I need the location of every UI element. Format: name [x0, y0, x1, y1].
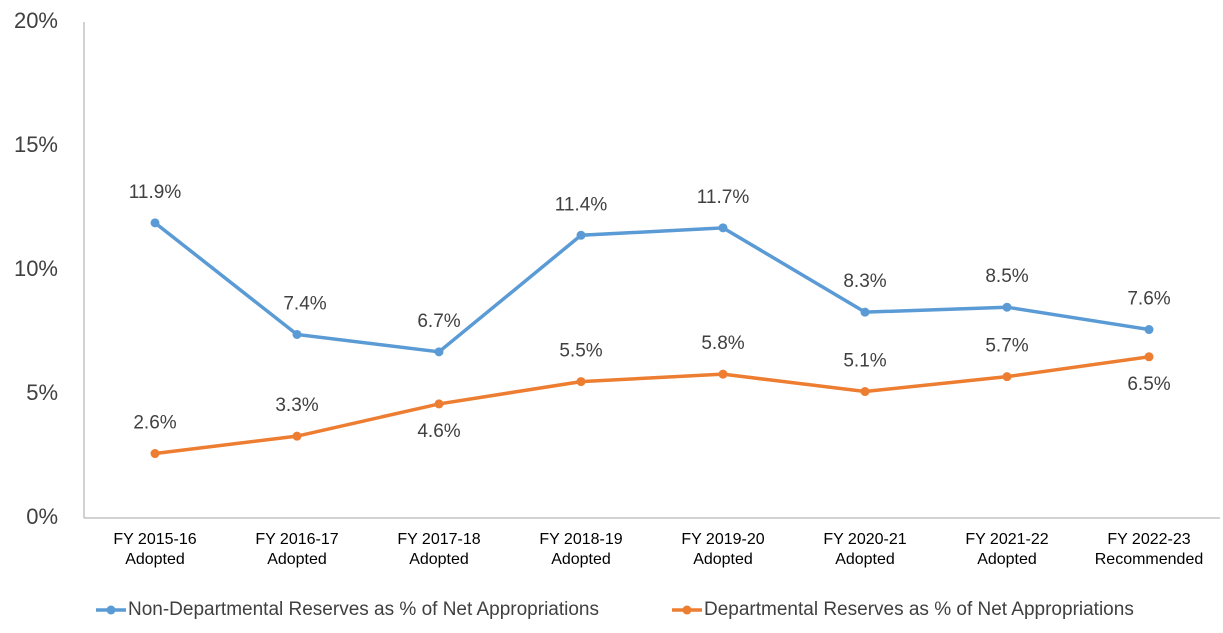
- point: [292, 431, 302, 441]
- point: [1144, 325, 1154, 335]
- line: [153, 221, 1150, 354]
- y-tick-label: 0%: [26, 504, 58, 529]
- point: [718, 369, 728, 379]
- point: [718, 223, 728, 233]
- legend-marker: [682, 605, 692, 615]
- data-label: 11.7%: [697, 187, 750, 208]
- data-label: 5.7%: [985, 336, 1028, 357]
- data-label: 3.3%: [275, 395, 318, 416]
- x-tick-label: FY 2017-18 Adopted: [397, 531, 481, 568]
- point: [1144, 352, 1154, 362]
- point: [150, 449, 160, 459]
- data-label: 5.5%: [559, 341, 602, 362]
- data-label: 7.6%: [1127, 289, 1170, 310]
- data-label: 7.4%: [283, 293, 326, 314]
- point: [576, 377, 586, 387]
- point: [150, 218, 160, 228]
- x-tick-label: FY 2018-19 Adopted: [539, 531, 623, 568]
- point: [1002, 372, 1012, 382]
- x-tick-label: FY 2021-22 Adopted: [965, 531, 1049, 568]
- data-label: 2.6%: [133, 413, 176, 434]
- x-tick-label: FY 2015-16 Adopted: [113, 531, 197, 568]
- legend-label: Non-Departmental Reserves as % of Net Ap…: [128, 599, 599, 620]
- point: [1002, 302, 1012, 312]
- line: [154, 355, 1150, 456]
- data-label: 4.6%: [417, 421, 460, 442]
- y-tick-label: 5%: [26, 380, 58, 405]
- point: [860, 307, 870, 317]
- data-label: 5.8%: [701, 333, 744, 354]
- data-label: 11.4%: [555, 194, 608, 215]
- data-label: 5.1%: [843, 351, 886, 372]
- x-tick-label: FY 2016-17 Adopted: [255, 531, 339, 568]
- y-tick-label: 20%: [14, 8, 58, 33]
- point: [860, 387, 870, 397]
- point: [434, 399, 444, 409]
- legend-label: Departmental Reserves as % of Net Approp…: [704, 599, 1134, 620]
- point: [434, 347, 444, 357]
- y-tick-label: 15%: [14, 132, 58, 157]
- data-label: 11.9%: [129, 182, 182, 203]
- x-tick-label: FY 2020-21 Adopted: [823, 531, 907, 568]
- point: [576, 230, 586, 240]
- data-label: 8.3%: [843, 271, 886, 292]
- data-label: 8.5%: [985, 266, 1028, 287]
- point: [292, 329, 302, 339]
- data-label: 6.5%: [1127, 374, 1170, 395]
- y-tick-label: 10%: [14, 256, 58, 281]
- data-label: 6.7%: [417, 311, 460, 332]
- x-tick-label: FY 2019-20 Adopted: [681, 531, 765, 568]
- x-tick-label: FY 2022-23 Recommended: [1094, 531, 1204, 568]
- legend-marker: [106, 605, 116, 615]
